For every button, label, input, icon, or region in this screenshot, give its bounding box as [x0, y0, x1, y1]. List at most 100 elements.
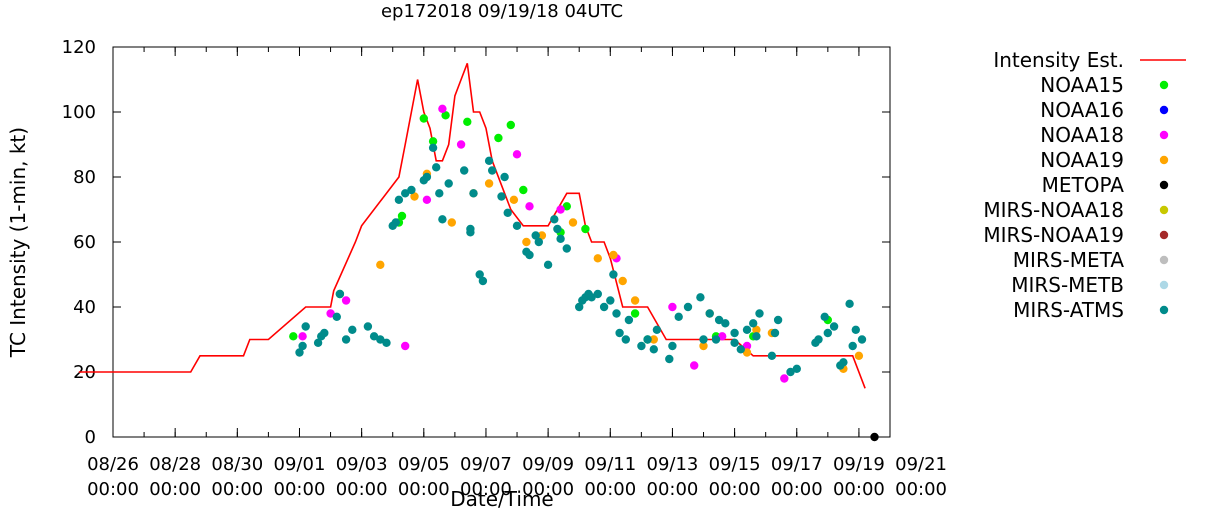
x-tick-label-date: 09/07 [460, 454, 512, 475]
y-tick-label: 120 [62, 37, 96, 58]
data-point-mirs-atms [525, 250, 534, 260]
legend-swatch-dot [1159, 305, 1169, 315]
y-axis-label: TC Intensity (1-min, kt) [6, 127, 30, 358]
y-tick-label: 40 [73, 297, 96, 318]
x-tick-label-time: 00:00 [398, 479, 450, 500]
series-layer [78, 63, 879, 442]
data-point-mirs-atms [444, 179, 453, 188]
data-point-noaa18 [742, 341, 752, 351]
x-tick-label-date: 09/13 [647, 454, 699, 475]
legend-swatch-dot [1159, 130, 1169, 140]
data-point-mirs-atms [543, 260, 553, 269]
data-point-mirs-atms [335, 289, 345, 299]
data-point-noaa15 [289, 332, 298, 341]
data-point-mirs-atms [755, 309, 764, 318]
data-point-mirs-atms [705, 309, 714, 318]
data-point-mirs-atms [478, 276, 488, 286]
data-point-mirs-atms [575, 302, 584, 312]
data-point-mirs-atms [556, 234, 565, 243]
x-tick-label-time: 00:00 [895, 479, 947, 500]
data-point-mirs-atms [621, 335, 630, 344]
data-point-mirs-atms [683, 302, 693, 312]
data-point-mirs-atms [313, 338, 323, 347]
data-point-mirs-atms [550, 215, 559, 224]
data-point-noaa19 [568, 218, 578, 227]
data-point-mirs-atms [649, 345, 658, 354]
x-tick-label-date: 09/15 [709, 454, 761, 475]
data-point-mirs-atms [767, 351, 777, 360]
x-tick-label-date: 08/28 [149, 454, 201, 475]
data-point-mirs-atms [820, 312, 829, 321]
data-point-mirs-atms [401, 189, 410, 198]
legend-swatch-dot [1159, 80, 1169, 90]
data-point-noaa15 [463, 117, 472, 127]
data-point-noaa19 [537, 231, 547, 240]
data-point-noaa15 [494, 133, 503, 143]
x-tick-label-date: 09/03 [336, 454, 388, 475]
data-point-noaa19 [509, 195, 519, 204]
data-point-noaa18 [780, 374, 789, 383]
data-point-metopa [870, 432, 879, 442]
legend-swatch-dot [1159, 205, 1169, 215]
data-point-noaa18 [341, 296, 351, 305]
data-point-noaa19 [752, 325, 761, 334]
data-point-mirs-atms [792, 364, 801, 373]
data-point-noaa19 [484, 179, 494, 188]
x-tick-label-date: 09/11 [584, 454, 636, 475]
data-point-mirs-atms [531, 231, 540, 240]
data-point-mirs-atms [422, 172, 432, 182]
data-point-mirs-atms [488, 166, 497, 175]
data-point-mirs-atms [298, 341, 307, 351]
data-point-noaa19 [593, 254, 602, 263]
legend-swatch-dot [1159, 105, 1169, 115]
data-point-noaa19 [522, 237, 531, 247]
data-point-mirs-atms [438, 215, 447, 224]
data-point-mirs-atms [512, 221, 522, 230]
data-point-mirs-atms [466, 224, 475, 234]
x-tick-label-time: 00:00 [211, 479, 263, 500]
data-point-mirs-atms [730, 328, 739, 338]
data-point-noaa18 [690, 361, 699, 370]
x-tick-label-date: 08/26 [87, 454, 139, 475]
data-point-mirs-atms [714, 315, 724, 325]
data-point-mirs-atms [721, 319, 730, 328]
data-point-noaa19 [630, 296, 640, 305]
data-point-mirs-atms [665, 354, 674, 364]
data-point-mirs-atms [637, 341, 646, 351]
legend-swatch-dot [1159, 180, 1169, 190]
legend-label: NOAA19 [1040, 148, 1124, 172]
data-point-noaa19 [854, 351, 864, 360]
series-line-intensity-est [78, 63, 866, 389]
x-tick-label-time: 00:00 [833, 479, 885, 500]
data-point-mirs-atms [730, 338, 739, 347]
data-point-noaa18 [298, 332, 307, 341]
data-point-noaa18 [718, 332, 727, 341]
x-tick-label-time: 00:00 [522, 479, 574, 500]
data-point-mirs-atms [562, 244, 571, 253]
legend-swatch-dot [1159, 255, 1169, 265]
data-point-mirs-atms [773, 315, 783, 325]
x-tick-label-date: 08/30 [211, 454, 263, 475]
legend-label: NOAA16 [1040, 98, 1124, 122]
x-axis-ticks: 08/26 00:00 08/28 00:00 08/30 00:00 09/01 00:00… [87, 47, 947, 500]
legend-swatch-dot [1159, 230, 1169, 240]
data-point-noaa18 [326, 309, 335, 318]
data-point-mirs-atms [341, 335, 351, 344]
data-point-mirs-atms [668, 341, 677, 351]
data-point-mirs-atms [696, 293, 705, 302]
data-point-mirs-atms [503, 208, 512, 217]
data-point-mirs-atms [391, 218, 400, 227]
data-point-mirs-atms [332, 312, 341, 321]
data-point-noaa15 [519, 185, 528, 195]
data-point-noaa15 [428, 137, 438, 146]
data-point-noaa18 [668, 302, 677, 312]
data-point-mirs-atms [599, 302, 609, 312]
data-point-mirs-atms [382, 338, 391, 347]
data-point-mirs-atms [369, 332, 379, 341]
x-tick-label-time: 00:00 [771, 479, 823, 500]
y-tick-label: 60 [73, 232, 96, 253]
data-point-noaa19 [699, 341, 708, 351]
data-point-mirs-atms [752, 332, 761, 341]
data-point-mirs-atms [407, 185, 416, 195]
